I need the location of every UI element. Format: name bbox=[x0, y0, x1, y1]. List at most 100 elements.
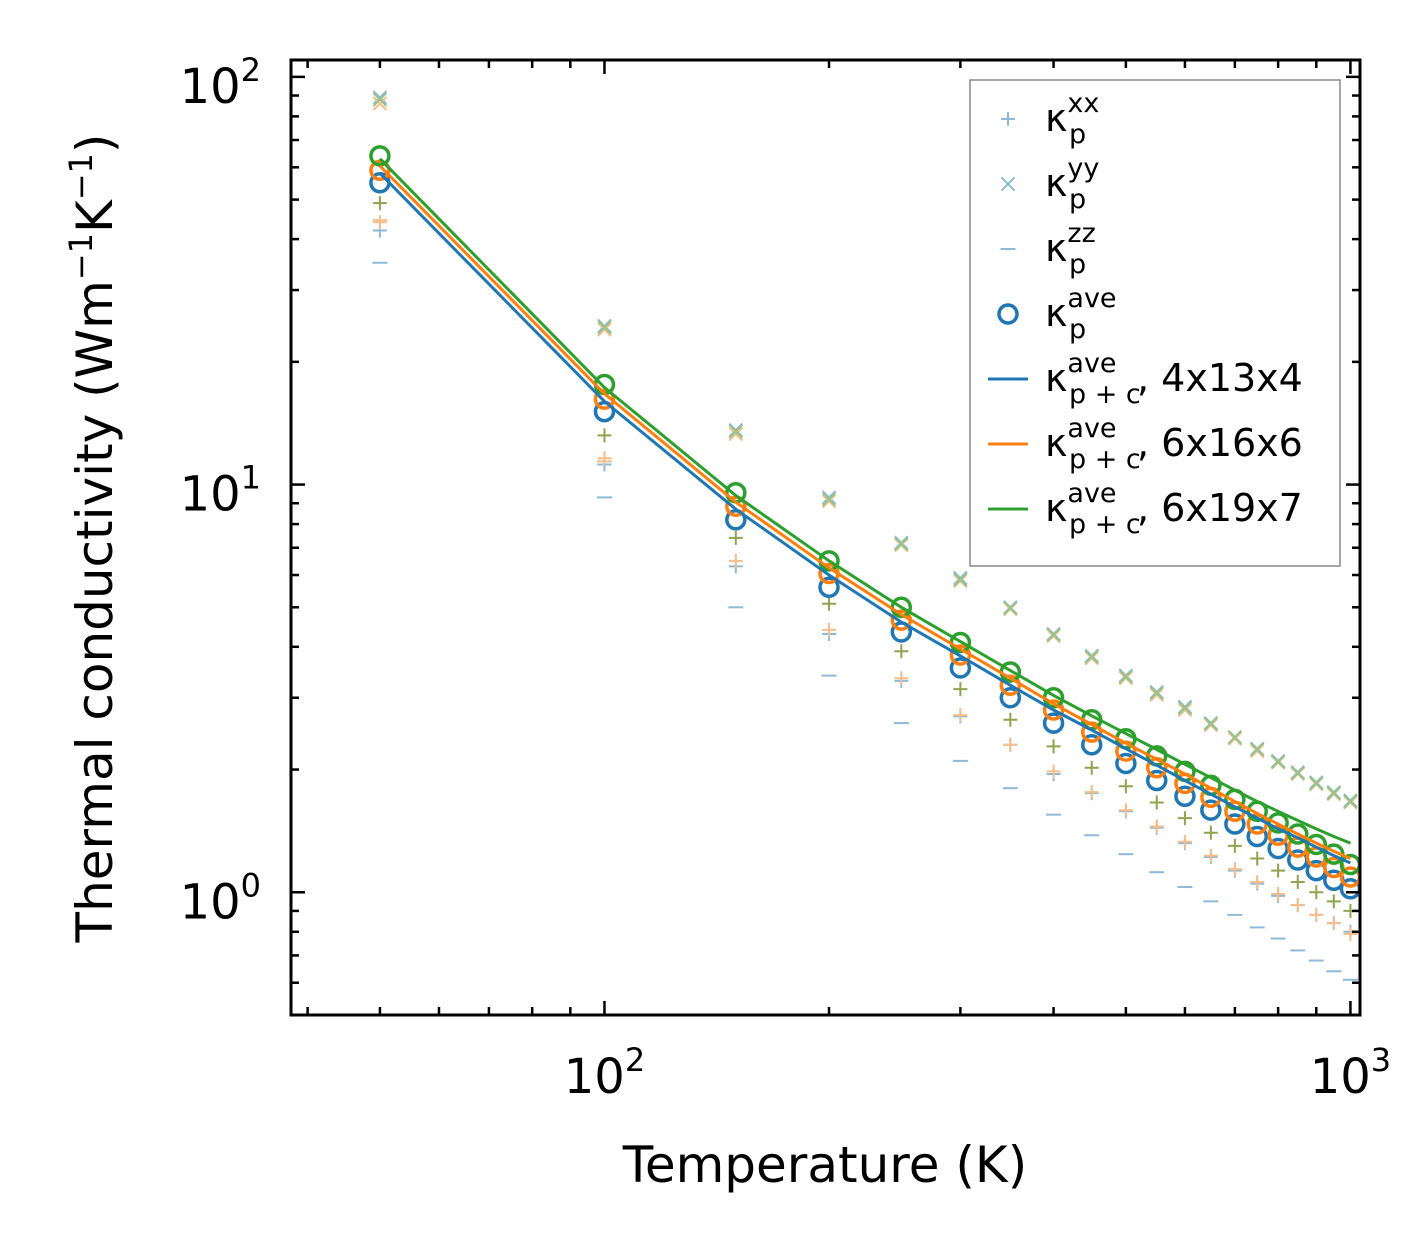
data-point-kxx-6x16x6 bbox=[1326, 916, 1341, 931]
legend-marker-plus bbox=[1001, 112, 1015, 126]
y-tick-label-exponent: 2 bbox=[241, 51, 261, 89]
legend-subscript: p bbox=[1069, 119, 1086, 150]
y-tick-label-exponent: 1 bbox=[241, 459, 261, 497]
legend-superscript: xx bbox=[1067, 88, 1099, 119]
x-axis-label: Temperature (K) bbox=[622, 1136, 1027, 1194]
legend-suffix: , 4x13x4 bbox=[1137, 356, 1303, 400]
data-point-kave-4x13x4 bbox=[1174, 785, 1196, 807]
legend-label: κyy p bbox=[1045, 153, 1099, 215]
data-point-kxx-6x19x7 bbox=[953, 682, 968, 697]
data-point-kyy-6x19x7 bbox=[894, 536, 909, 552]
data-point-kxx-6x19x7 bbox=[728, 530, 743, 545]
data-point-kxx-6x19x7 bbox=[1309, 885, 1324, 900]
data-point-kxx-6x19x7 bbox=[1118, 779, 1133, 794]
data-point-kxx-6x16x6 bbox=[1177, 834, 1192, 849]
legend-superscript: ave bbox=[1067, 413, 1116, 444]
data-point-kave-4x13x4 bbox=[1115, 752, 1137, 775]
data-point-kave-4x13x4 bbox=[1042, 712, 1065, 734]
data-point-kave-4x13x4 bbox=[1246, 825, 1268, 848]
legend-entry: κave p + c, 6x16x6 bbox=[988, 413, 1303, 475]
data-point-kyy-6x19x7 bbox=[1227, 730, 1243, 745]
data-point-kyy-6x19x7 bbox=[1118, 669, 1134, 684]
data-point-kyy-6x19x7 bbox=[1046, 627, 1061, 643]
data-point-kxx-6x19x7 bbox=[1046, 739, 1061, 754]
x-tick-label-exponent: 3 bbox=[1371, 1041, 1391, 1079]
legend-superscript: ave bbox=[1067, 348, 1116, 379]
data-point-kxx-6x16x6 bbox=[822, 622, 837, 637]
legend-label: κave p + c, 6x19x7 bbox=[1045, 478, 1303, 540]
legend-marker-cross bbox=[1000, 176, 1016, 192]
data-point-kxx-6x16x6 bbox=[953, 708, 968, 723]
data-point-kave-6x16x6 bbox=[369, 159, 391, 182]
legend-entry: κzz p bbox=[1000, 218, 1096, 280]
y-axis-label-end: ) bbox=[66, 134, 124, 154]
y-axis-label-mid: K bbox=[66, 199, 124, 233]
y-tick-label: 101 bbox=[180, 459, 261, 523]
data-point-kxx-6x16x6 bbox=[1290, 898, 1305, 913]
y-axis-label-base: Thermal conductivity (Wm bbox=[66, 280, 124, 943]
legend-subscript: p bbox=[1069, 314, 1086, 345]
data-point-kxx-6x19x7 bbox=[822, 596, 837, 611]
data-layer bbox=[369, 90, 1362, 981]
data-point-kxx-6x19x7 bbox=[597, 428, 612, 443]
data-point-kyy-6x16x6 bbox=[728, 426, 744, 442]
data-point-kxx-6x19x7 bbox=[1003, 712, 1018, 727]
data-point-kyy-6x19x7 bbox=[1343, 794, 1358, 809]
legend-label: κzz p bbox=[1045, 218, 1096, 280]
data-point-kave-4x13x4 bbox=[818, 576, 840, 598]
data-point-kave-4x13x4 bbox=[1080, 734, 1103, 756]
x-tick-label: 102 bbox=[564, 1041, 645, 1105]
data-point-kave-6x19x7 bbox=[369, 145, 391, 167]
data-point-kxx-6x19x7 bbox=[1084, 760, 1099, 775]
data-point-kave-6x19x7 bbox=[1305, 833, 1328, 856]
data-point-kyy-6x16x6 bbox=[372, 96, 388, 111]
data-point-kxx-6x16x6 bbox=[1203, 848, 1218, 863]
series-kzz-4x13x4 bbox=[372, 261, 1358, 981]
legend-superscript: ave bbox=[1067, 478, 1116, 509]
legend-label: κxx p bbox=[1045, 88, 1099, 150]
data-point-kyy-4x13x4 bbox=[597, 318, 612, 334]
data-point-kxx-6x16x6 bbox=[1149, 819, 1164, 834]
data-point-kyy-6x16x6 bbox=[1177, 702, 1193, 718]
data-point-kave-4x13x4 bbox=[949, 657, 972, 679]
data-point-kxx-6x19x7 bbox=[372, 196, 387, 211]
data-point-kyy-4x13x4 bbox=[821, 490, 837, 505]
x-tick-label-base: 10 bbox=[564, 1049, 625, 1105]
series-kzz-6x16x6 bbox=[372, 219, 612, 463]
legend-suffix: , 6x16x6 bbox=[1137, 421, 1303, 465]
data-point-kxx-6x16x6 bbox=[1046, 764, 1061, 779]
legend-symbol: κ bbox=[1045, 161, 1067, 205]
y-axis-label-exp1: −1 bbox=[62, 233, 100, 280]
series-line-kp-c-6x16x6 bbox=[378, 164, 1351, 860]
series-kave-4x13x4 bbox=[369, 171, 1362, 900]
legend-superscript: yy bbox=[1067, 153, 1099, 184]
data-point-kyy-6x19x7 bbox=[1326, 785, 1342, 801]
legend-entry: κave p + c, 4x13x4 bbox=[988, 348, 1303, 410]
data-point-kave-6x16x6 bbox=[593, 388, 616, 410]
data-point-kxx-6x19x7 bbox=[1227, 838, 1242, 853]
data-point-kyy-6x16x6 bbox=[1149, 687, 1164, 703]
y-axis-label-exp2: −1 bbox=[62, 153, 100, 200]
legend-symbol: κ bbox=[1045, 486, 1067, 530]
data-point-kave-4x13x4 bbox=[999, 686, 1022, 709]
data-point-kyy-6x16x6 bbox=[597, 322, 612, 337]
legend-entry: κave p + c, 6x19x7 bbox=[988, 478, 1303, 540]
plot-frame bbox=[289, 58, 1362, 1017]
legend-label: κave p bbox=[1045, 283, 1117, 345]
data-point-kyy-6x16x6 bbox=[1118, 671, 1134, 686]
data-point-kxx-6x16x6 bbox=[1084, 785, 1099, 800]
legend-symbol: κ bbox=[1045, 356, 1067, 400]
data-point-kxx-6x19x7 bbox=[1326, 894, 1341, 909]
data-point-kyy-4x13x4 bbox=[953, 570, 968, 586]
data-point-kxx-6x19x7 bbox=[1203, 825, 1218, 840]
data-point-kxx-6x16x6 bbox=[1343, 927, 1358, 942]
data-point-kyy-6x19x7 bbox=[1203, 716, 1219, 731]
data-point-kxx-6x19x7 bbox=[1149, 795, 1164, 810]
legend-marker-circle bbox=[997, 303, 1019, 325]
y-axis-label: Thermal conductivity (Wm−1K−1) bbox=[62, 134, 124, 944]
y-tick-label-base: 10 bbox=[180, 467, 241, 523]
data-point-kyy-6x19x7 bbox=[1270, 754, 1286, 769]
data-point-kxx-6x16x6 bbox=[372, 215, 387, 230]
